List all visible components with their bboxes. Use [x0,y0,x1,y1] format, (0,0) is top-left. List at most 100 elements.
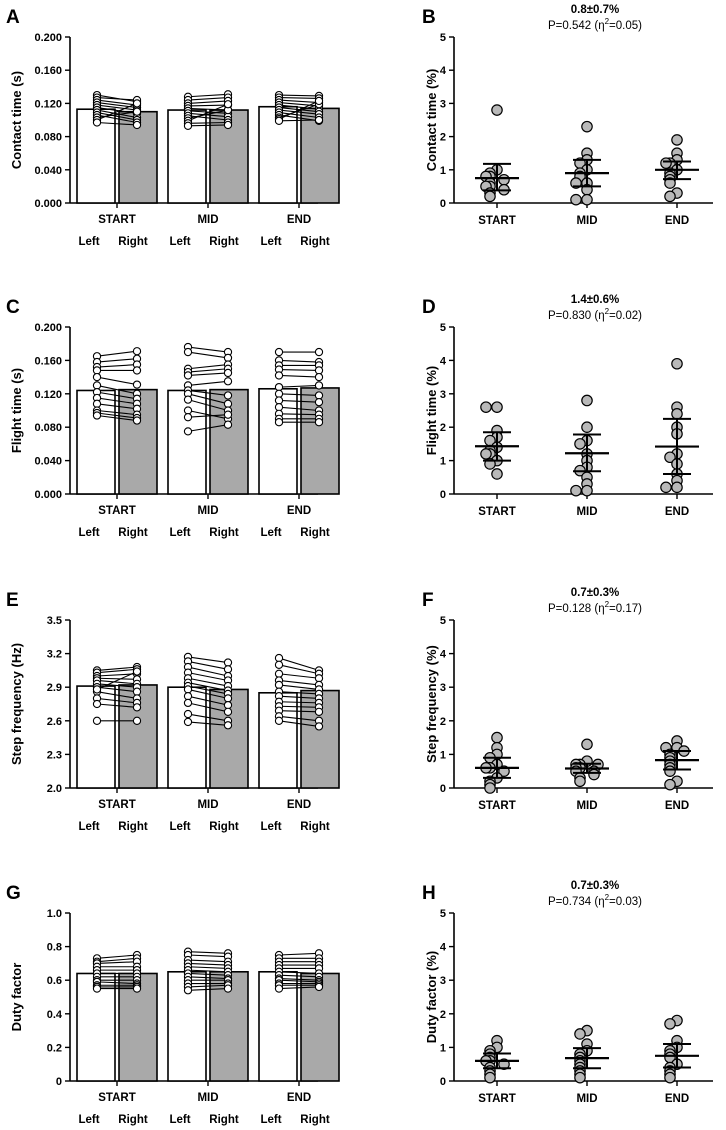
point-right [223,420,233,429]
x-category-label: START [478,800,515,812]
pair-line [187,688,229,699]
scatter-point [581,120,593,133]
scatter-point [671,357,683,370]
x-category-label: END [665,215,689,227]
pair-line [187,100,229,104]
subtitle-suffix: =0.03) [609,896,642,908]
side-label-right: Right [209,236,239,248]
side-label-left: Left [78,527,99,539]
point-right [223,984,233,993]
x-category-label: START [98,799,135,811]
scatter-point [664,190,676,203]
pair-line [278,979,320,983]
pair-line [187,351,229,359]
x-category-label: MID [576,506,597,518]
subtitle-suffix: =0.02) [609,310,642,322]
point-right [314,115,324,125]
pair-line [187,976,229,980]
pair-line [96,397,138,405]
scatter-points [660,134,683,203]
pair-line [278,109,320,115]
scatter-point [671,408,683,420]
pair-line [278,705,320,708]
pair-line [278,399,320,403]
point-right [132,667,142,676]
y-tick-label: 1 [440,165,446,177]
pair-line [187,112,229,118]
pair-line [96,111,138,119]
y-tick-label: 2 [440,1009,446,1021]
point-right [132,687,142,696]
point-right [223,665,233,674]
scatter-point [671,134,683,146]
pair-line [187,685,229,695]
y-tick-label: 3 [440,98,446,110]
point-right [223,707,233,716]
x-category-label: START [98,214,135,226]
point-right [223,399,233,408]
scatter-points [480,401,503,480]
pair-line [187,954,229,958]
pair-line [187,414,229,418]
point-right [314,372,324,382]
scatter-points [480,104,510,203]
pair-line [96,981,138,985]
point-left [274,716,284,725]
side-label-right: Right [300,236,330,248]
pair-line [187,399,229,412]
scatter-point [491,468,503,480]
point-left [274,382,284,392]
point-right [314,722,324,731]
point-left [92,984,102,993]
side-label-left: Left [78,236,99,248]
point-left [183,698,193,708]
point-left [183,121,193,130]
pair-line [187,702,229,713]
side-label-right: Right [209,821,239,833]
pair-line [187,713,229,722]
scatter-point [570,484,582,497]
y-axis-label: Duty factor (%) [424,951,439,1043]
y-tick-label: 3 [440,389,446,401]
paired-lines [274,949,324,993]
scatter-point [671,481,683,494]
scatter-point [491,104,503,116]
pair-line [278,977,320,981]
side-label-left: Left [260,236,281,248]
x-category-label: START [98,1092,135,1104]
y-tick-label: 0.080 [34,422,62,434]
y-tick-label: 0.200 [34,32,62,44]
side-label-right: Right [118,527,148,539]
scatter-point [581,394,593,407]
scatter-point [491,401,503,413]
side-label-left: Left [260,527,281,539]
side-label-right: Right [118,236,148,248]
pair-line [187,97,229,101]
y-axis-label: Flight time (s) [9,368,24,453]
pair-line [187,103,229,122]
point-right [132,716,142,725]
y-tick-label: 0 [440,198,446,210]
pair-line [96,109,138,119]
pair-line [278,369,320,371]
side-label-right: Right [209,1114,239,1126]
y-tick-label: 0.040 [34,456,62,468]
point-left [92,381,102,390]
chart-title: 0.7±0.3% [571,880,620,892]
pair-line [96,961,138,964]
scatter-point [574,1028,586,1040]
pair-line [278,664,320,675]
pair-line [187,966,229,969]
point-left [274,403,284,412]
x-category-label: MID [576,1093,597,1105]
point-left [92,118,102,127]
scatter-point [588,768,600,781]
y-tick-label: 4 [440,355,447,367]
paired-lines [92,347,142,425]
scatter-point [491,731,503,744]
scatter-point [664,765,676,777]
pair-line [187,951,229,954]
x-category-label: MID [197,214,218,226]
